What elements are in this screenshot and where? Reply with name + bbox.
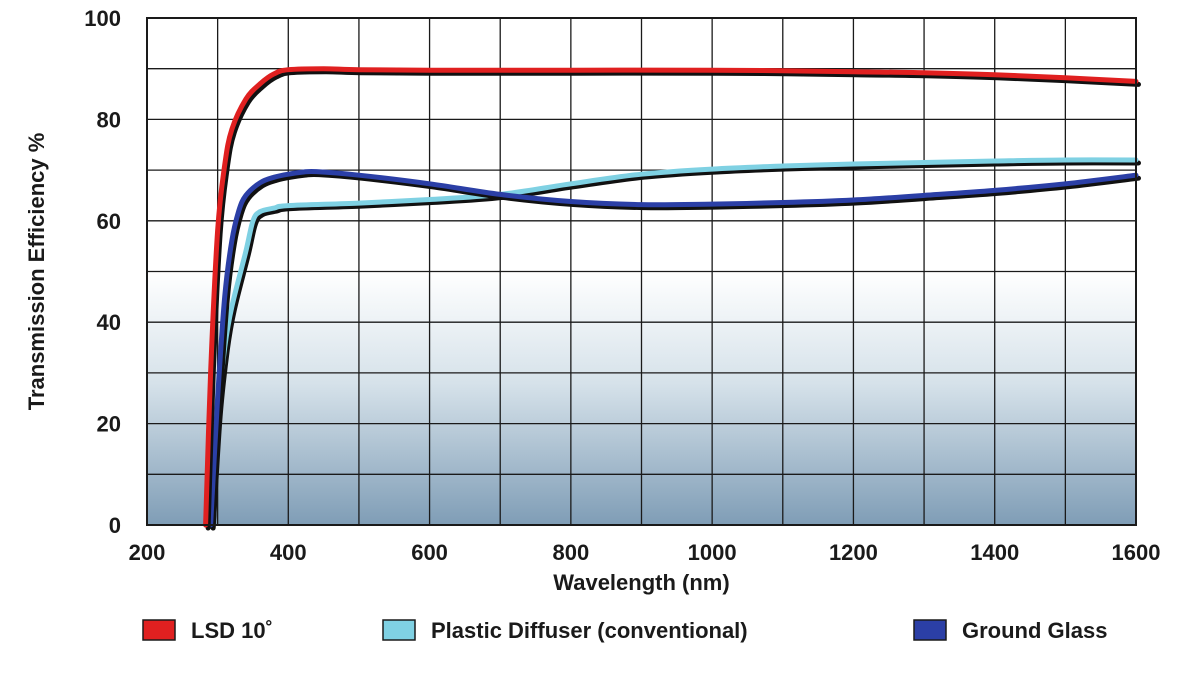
series-layer	[203, 66, 1141, 531]
legend-swatch	[382, 619, 416, 641]
x-tick-label: 200	[129, 540, 166, 565]
legend: LSD 10˚ Plastic Diffuser (conventional) Gr…	[142, 618, 1107, 643]
series-line-shadow	[210, 160, 1141, 531]
x-tick-label: 1600	[1112, 540, 1161, 565]
x-tick-label: 1400	[970, 540, 1019, 565]
x-tick-labels: 200 400 600 800 1000 1200 1400 1600	[129, 540, 1161, 565]
x-tick-label: 400	[270, 540, 307, 565]
series-ground-glass	[208, 168, 1141, 531]
x-tick-label: 600	[411, 540, 448, 565]
legend-label: Ground Glass	[962, 618, 1107, 643]
series-line	[208, 168, 1139, 528]
y-tick-label: 60	[97, 209, 121, 234]
legend-label: Plastic Diffuser (conventional)	[431, 618, 748, 643]
x-axis-label: Wavelength (nm)	[553, 570, 729, 595]
y-tick-label: 100	[84, 6, 121, 31]
legend-label: LSD 10˚	[191, 618, 273, 643]
y-axis-label: Transmission Efficiency %	[24, 133, 49, 411]
legend-swatch	[142, 619, 176, 641]
y-tick-label: 20	[97, 412, 121, 437]
legend-item: Ground Glass	[913, 618, 1107, 643]
series-line-shadow	[210, 171, 1141, 531]
series-plastic-diffuser-conventional	[208, 157, 1141, 531]
y-tick-label: 80	[97, 107, 121, 132]
x-tick-label: 1000	[688, 540, 737, 565]
legend-item: LSD 10˚	[142, 618, 273, 643]
series-line	[208, 157, 1139, 528]
series-line	[203, 66, 1139, 528]
legend-swatch	[913, 619, 947, 641]
x-tick-label: 1200	[829, 540, 878, 565]
series-line-shadow	[205, 69, 1141, 531]
plot-frame	[146, 17, 1137, 526]
legend-item: Plastic Diffuser (conventional)	[382, 618, 748, 643]
y-tick-label: 0	[109, 513, 121, 538]
y-tick-labels: 0 20 40 60 80 100	[84, 6, 121, 538]
x-tick-label: 800	[552, 540, 589, 565]
series-lsd-10	[203, 66, 1141, 531]
y-tick-label: 40	[97, 310, 121, 335]
